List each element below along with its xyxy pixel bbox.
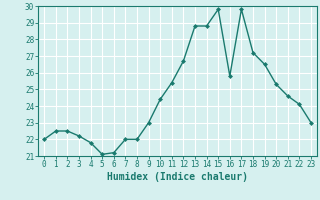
X-axis label: Humidex (Indice chaleur): Humidex (Indice chaleur) [107, 172, 248, 182]
